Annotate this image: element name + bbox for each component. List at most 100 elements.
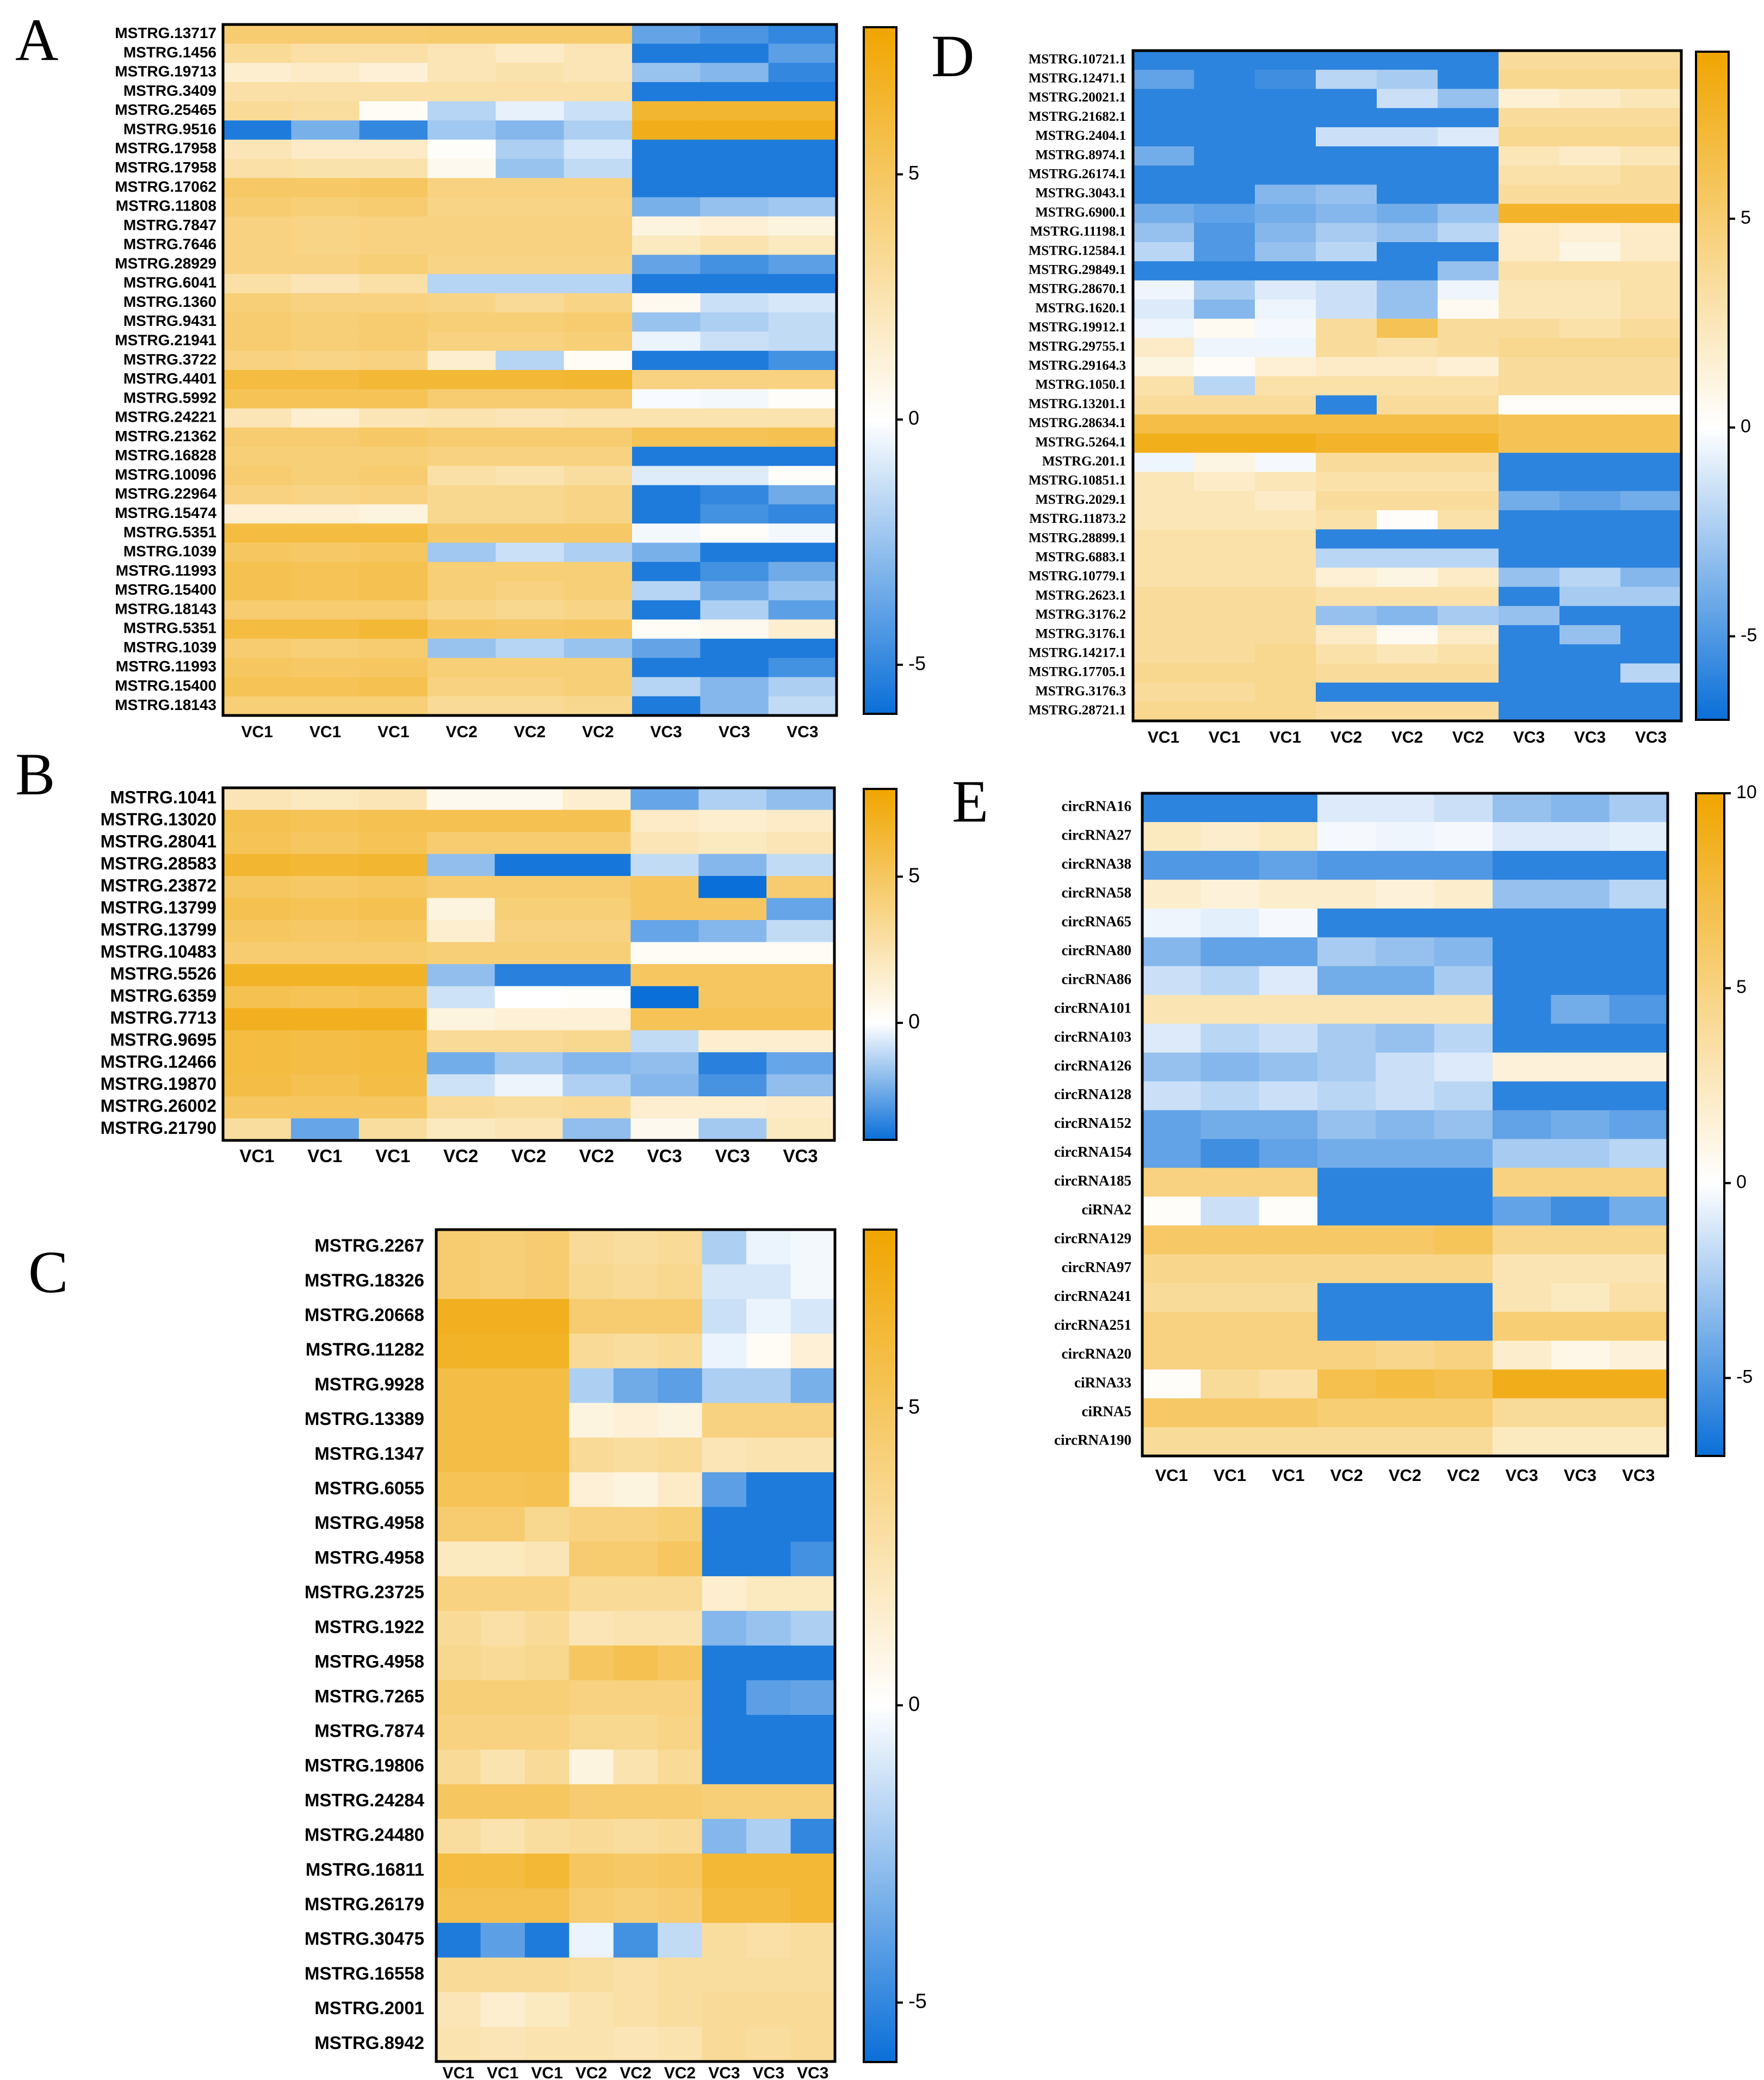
heatmap-cell <box>223 523 292 544</box>
heatmap-cell <box>1493 995 1551 1024</box>
row-label: MSTRG.1039 <box>123 639 216 656</box>
heatmap-cell <box>428 255 496 275</box>
row-label: MSTRG.5992 <box>123 389 216 406</box>
column-label: VC1 <box>1148 729 1179 746</box>
heatmap-cell <box>223 677 292 697</box>
row-label: MSTRG.17958 <box>115 159 216 176</box>
heatmap-cell <box>1551 1283 1610 1312</box>
row-label: circRNA128 <box>1054 1086 1131 1102</box>
heatmap-cell <box>1499 510 1560 530</box>
heatmap-cell <box>359 331 428 351</box>
heatmap-cell <box>524 1992 570 2027</box>
heatmap-cell <box>702 1334 747 1369</box>
heatmap-cell <box>700 523 769 544</box>
heatmap-cell <box>768 24 837 44</box>
heatmap-cell <box>564 101 633 121</box>
heatmap-cell <box>1133 223 1194 243</box>
heatmap-cell <box>1142 1196 1201 1226</box>
row-label: MSTRG.3176.2 <box>1035 607 1126 622</box>
heatmap-cell <box>569 1541 614 1577</box>
heatmap-cell <box>1376 1398 1435 1428</box>
heatmap-cell <box>494 810 564 832</box>
heatmap-cell <box>1499 548 1560 568</box>
heatmap-cell <box>1133 567 1194 588</box>
heatmap-cell <box>1259 793 1318 823</box>
heatmap-cell <box>768 561 837 582</box>
row-label: MSTRG.2001 <box>314 1998 424 2018</box>
heatmap-cell <box>1377 625 1438 645</box>
heatmap-cell <box>1559 701 1621 721</box>
heatmap-cell <box>1620 453 1682 472</box>
heatmap-cell <box>1255 165 1316 185</box>
heatmap-cell <box>1316 70 1377 89</box>
heatmap-cell <box>700 236 769 255</box>
row-label: MSTRG.5351 <box>123 523 216 540</box>
row-label: MSTRG.4401 <box>123 370 216 387</box>
heatmap-cell <box>790 1576 835 1612</box>
heatmap-cell <box>569 1680 614 1715</box>
heatmap-cell <box>1620 434 1682 453</box>
heatmap-cell <box>1620 701 1682 721</box>
heatmap-cell <box>1317 879 1376 909</box>
heatmap-cell <box>613 1264 658 1300</box>
heatmap-cell <box>1609 1254 1668 1283</box>
heatmap-cell <box>1142 1369 1201 1399</box>
heatmap-cell <box>494 1096 564 1119</box>
row-label: MSTRG.28670.1 <box>1029 282 1126 297</box>
heatmap-cell <box>1142 1110 1201 1140</box>
row-label: MSTRG.11993 <box>116 562 216 579</box>
heatmap-cell <box>702 1541 747 1577</box>
heatmap-cell <box>746 1749 791 1785</box>
row-label: MSTRG.21362 <box>115 428 216 445</box>
heatmap-cell <box>359 255 428 275</box>
heatmap-cell <box>436 1541 481 1577</box>
heatmap-cell <box>291 619 360 639</box>
heatmap-cell <box>1133 434 1194 453</box>
heatmap-cell <box>291 274 360 294</box>
heatmap-cell <box>564 370 633 390</box>
heatmap-cell <box>1133 606 1194 626</box>
heatmap-cell <box>291 523 360 544</box>
heatmap-cell <box>1620 567 1682 588</box>
colorbar-frame <box>863 1229 898 2063</box>
heatmap-cell <box>291 677 360 697</box>
heatmap-cell <box>359 216 428 236</box>
heatmap-cell <box>1194 318 1255 338</box>
heatmap-cell <box>1200 1427 1260 1456</box>
heatmap-cell <box>1259 1110 1318 1140</box>
heatmap-cell <box>1551 1341 1610 1370</box>
row-label: MSTRG.16558 <box>305 1963 424 1983</box>
heatmap-cell <box>496 274 565 294</box>
heatmap-cell <box>1255 395 1316 415</box>
heatmap-cell <box>700 485 769 505</box>
heatmap-cell <box>1559 51 1621 70</box>
row-label: MSTRG.3176.3 <box>1035 684 1126 699</box>
heatmap-cell <box>1142 1254 1201 1283</box>
heatmap-cell <box>1255 184 1316 205</box>
column-label: VC3 <box>708 2064 740 2080</box>
row-label: MSTRG.3722 <box>123 351 216 368</box>
heatmap-cell <box>428 120 496 140</box>
heatmap-cell <box>630 1096 699 1119</box>
heatmap-cell <box>1559 261 1621 281</box>
colorbar-tick-label: 0 <box>1741 416 1751 437</box>
heatmap-cell <box>1620 357 1682 377</box>
heatmap-cell <box>291 542 360 563</box>
heatmap-cell <box>1609 1196 1668 1226</box>
heatmap-cell <box>524 2027 570 2062</box>
heatmap-cell <box>1609 879 1668 909</box>
heatmap-cell <box>1499 165 1560 185</box>
heatmap-cell <box>1434 1341 1493 1370</box>
heatmap-cell <box>564 466 633 486</box>
heatmap-cell <box>428 638 496 658</box>
heatmap-cell <box>1434 1081 1493 1111</box>
heatmap-cell <box>359 523 428 544</box>
heatmap-cell <box>1194 663 1255 683</box>
column-label: VC1 <box>1155 1466 1188 1485</box>
heatmap-cell <box>1317 1341 1376 1370</box>
heatmap-cell <box>436 1437 481 1473</box>
heatmap-cell <box>426 920 496 943</box>
heatmap-cell <box>1499 108 1560 128</box>
heatmap-cell <box>426 1118 496 1141</box>
heatmap-cell <box>768 63 837 83</box>
